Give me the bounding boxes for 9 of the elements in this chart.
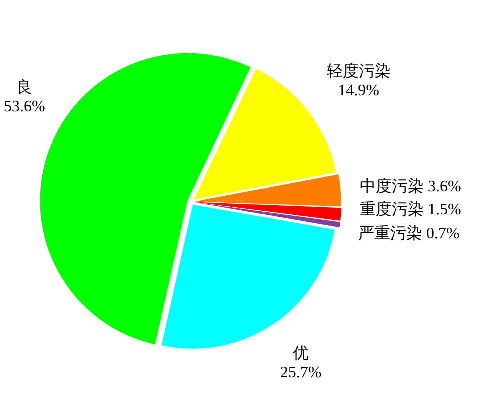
slice-label: 优 (293, 345, 310, 362)
slice-label: 良 (16, 78, 33, 97)
data-label: 14.9% (338, 82, 380, 100)
slice-label: 重度污染 1.5% (360, 200, 462, 219)
data-label: 25.7% (280, 364, 322, 382)
slice-label: 中度污染 3.6% (360, 178, 462, 196)
slice-label: 严重污染 0.7% (358, 224, 460, 243)
data-label: 53.6% (4, 98, 46, 116)
slice-label: 轻度污染 (326, 62, 391, 80)
